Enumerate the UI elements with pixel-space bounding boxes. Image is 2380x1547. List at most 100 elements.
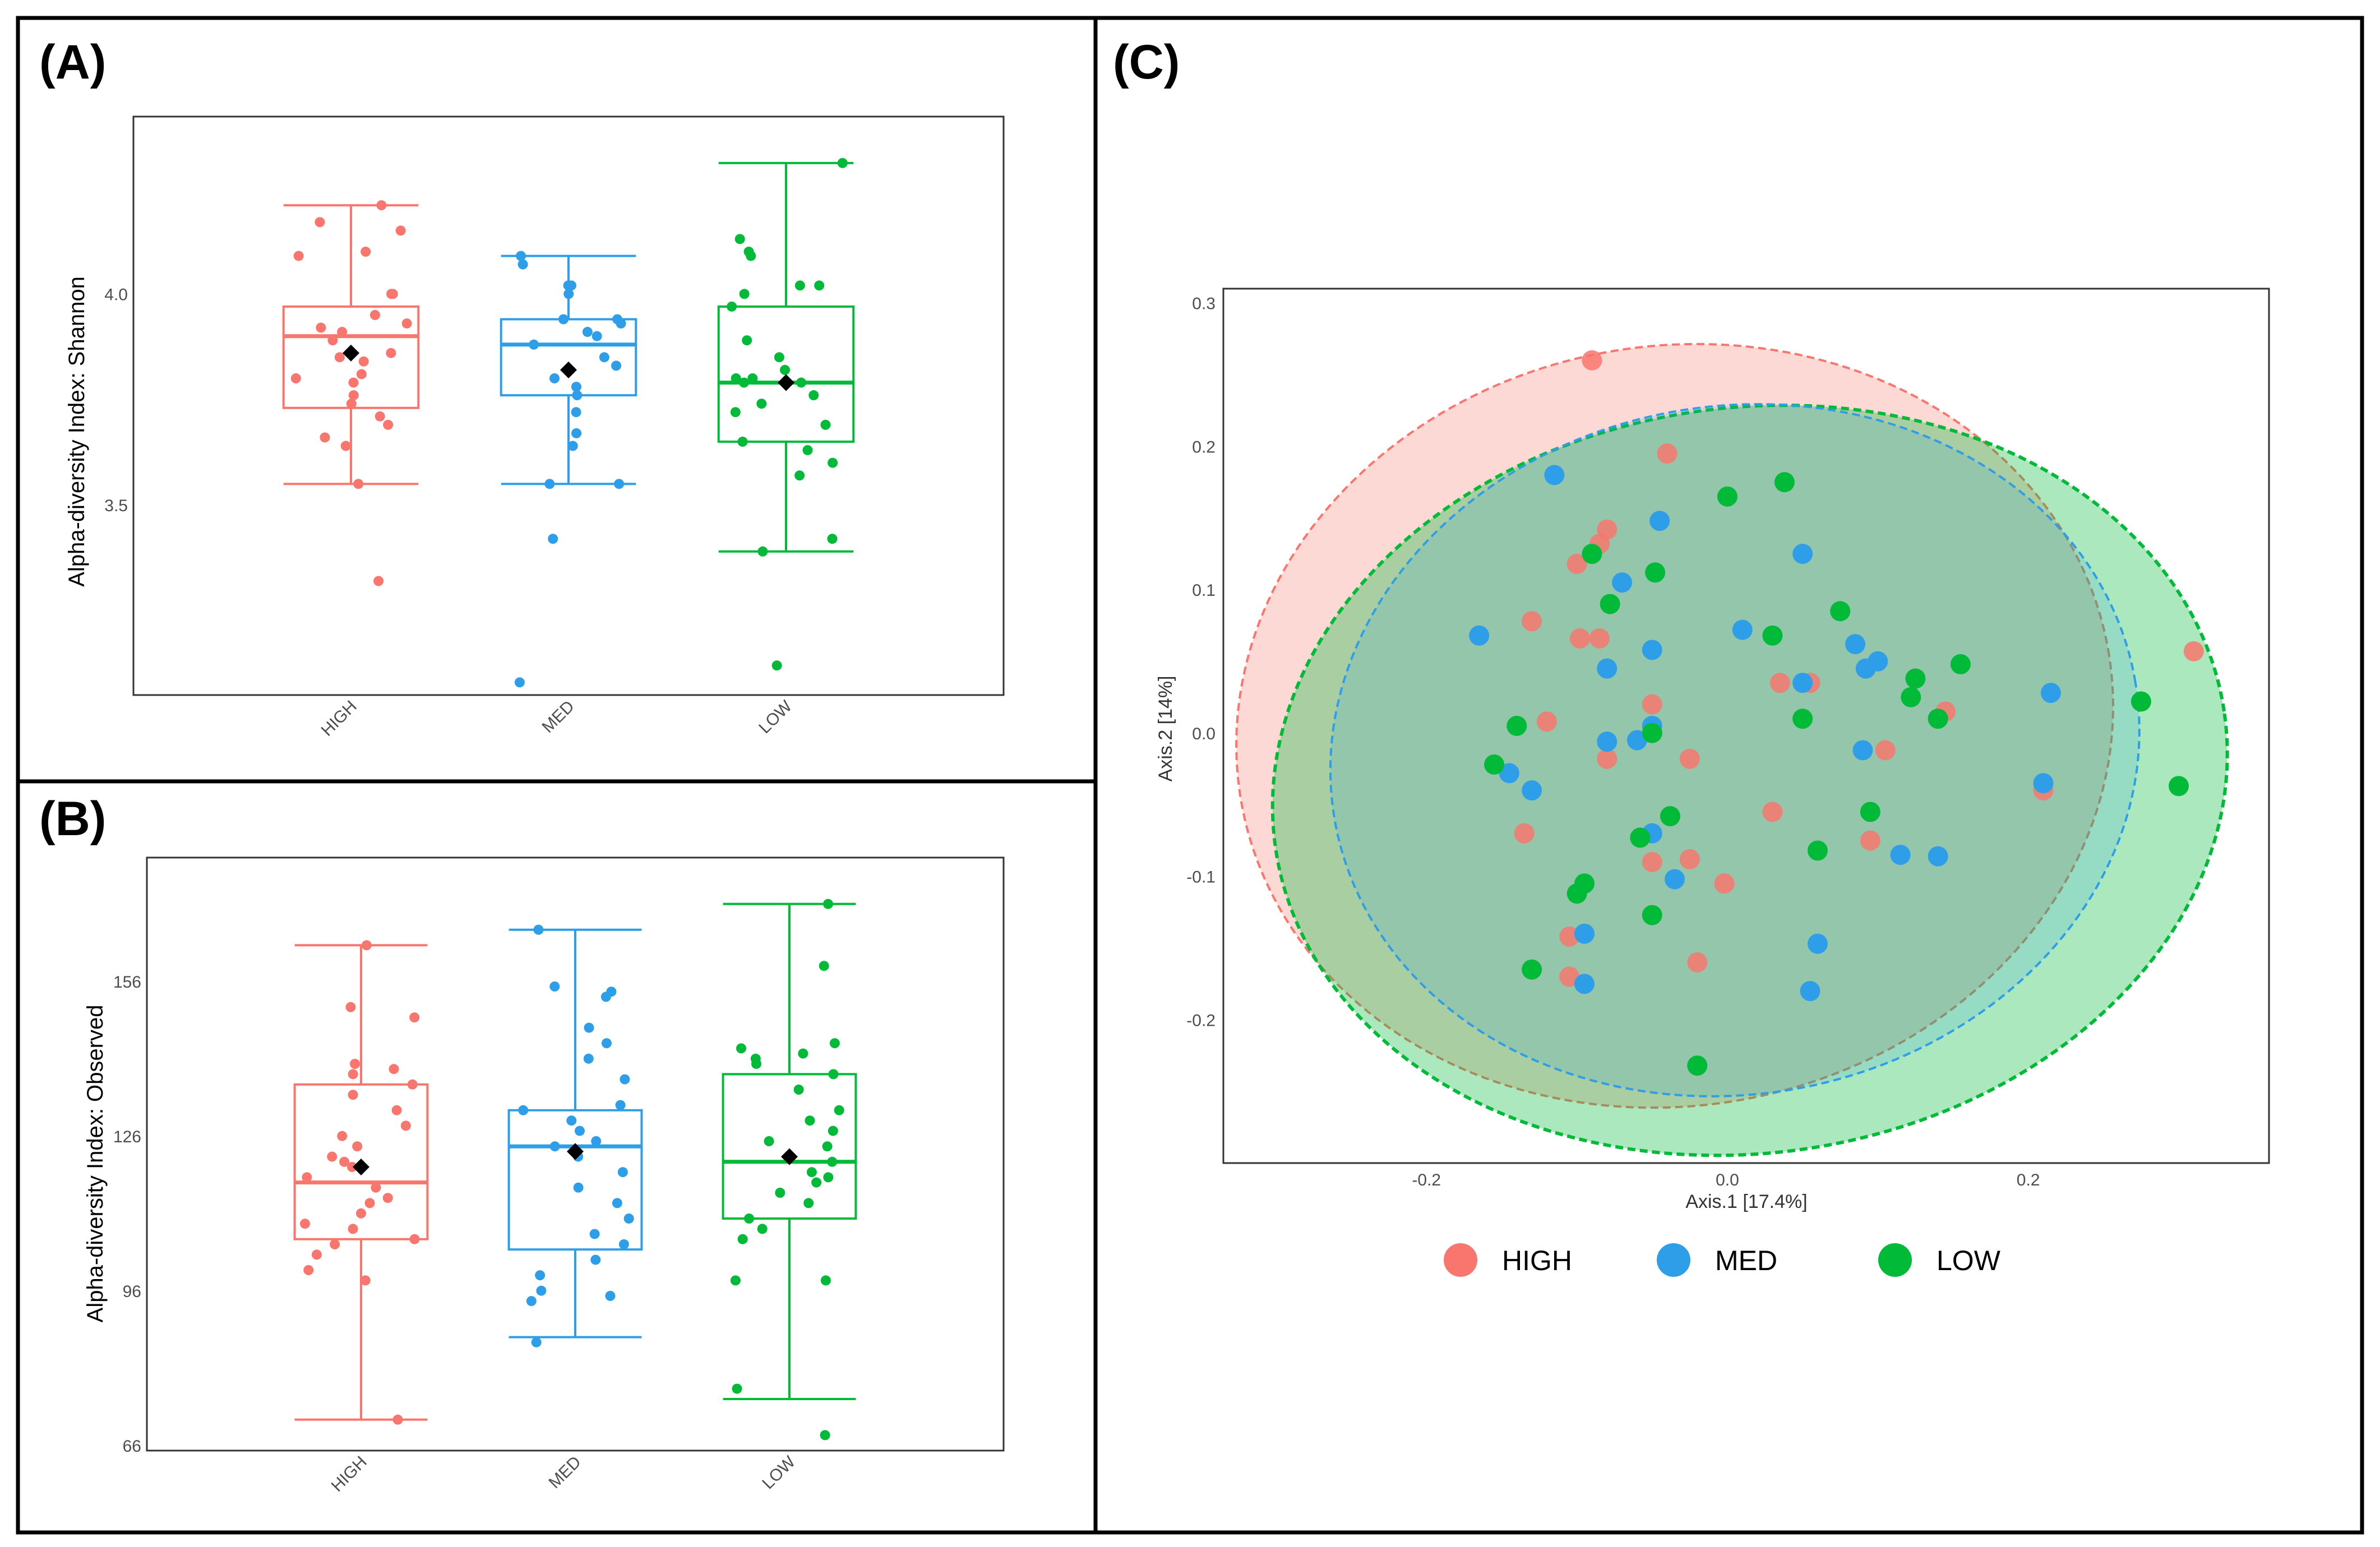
point-low bbox=[1860, 802, 1880, 822]
point-low bbox=[2131, 691, 2151, 712]
point-high bbox=[395, 225, 406, 236]
point-low bbox=[2168, 776, 2189, 796]
point-high bbox=[337, 1131, 348, 1141]
point-med bbox=[1612, 572, 1633, 593]
point-low bbox=[737, 1234, 748, 1244]
pcoa-legend: HIGH MED LOW bbox=[1444, 1243, 2001, 1277]
legend-label-med: MED bbox=[1715, 1245, 1777, 1276]
x-tick-label-med: MED bbox=[545, 1453, 584, 1492]
shannon-boxplot: 3.5 4.0 HIGH MED LOW Alpha-diversity Index: … bbox=[64, 115, 1005, 740]
point-high bbox=[347, 1162, 358, 1172]
x-tick-label-med: MED bbox=[538, 697, 577, 737]
point-high bbox=[371, 1182, 381, 1193]
point-low bbox=[739, 289, 750, 299]
point-med bbox=[574, 1125, 585, 1136]
point-low bbox=[808, 390, 819, 401]
x-tick-label: 0.2 bbox=[2017, 1171, 2040, 1189]
point-high bbox=[299, 1219, 310, 1229]
point-high bbox=[1566, 554, 1587, 575]
point-low bbox=[828, 457, 838, 468]
point-med bbox=[618, 1239, 629, 1249]
point-high bbox=[1657, 443, 1677, 464]
point-high bbox=[2183, 641, 2204, 662]
panel-b-label: (B) bbox=[39, 792, 106, 846]
point-med bbox=[1792, 544, 1813, 564]
point-high bbox=[392, 1414, 403, 1425]
point-low bbox=[727, 301, 737, 312]
mean-marker-low bbox=[781, 1148, 798, 1165]
point-low bbox=[736, 1043, 746, 1054]
legend-key-high bbox=[1444, 1243, 1477, 1277]
point-high bbox=[350, 1059, 361, 1069]
point-high bbox=[339, 1156, 350, 1167]
point-high bbox=[327, 335, 338, 346]
x-tick-label: -0.2 bbox=[1412, 1171, 1441, 1189]
point-med bbox=[571, 428, 582, 438]
point-med bbox=[1522, 780, 1542, 801]
point-med bbox=[2040, 683, 2061, 703]
point-high bbox=[1522, 611, 1542, 632]
point-high bbox=[345, 1002, 356, 1012]
point-high bbox=[1582, 350, 1602, 370]
ellipse-high bbox=[1235, 342, 2114, 1109]
observed-means bbox=[353, 1143, 798, 1175]
point-high bbox=[320, 432, 330, 443]
point-med bbox=[582, 327, 593, 337]
point-low bbox=[1905, 668, 1926, 689]
pcoa-scatter: -0.2 0.0 0.2 -0.2 -0.1 0.0 0.1 0.2 0.3 Axis.1 [1… bbox=[1155, 288, 2270, 1277]
point-high bbox=[1597, 748, 1618, 769]
point-low bbox=[820, 1430, 830, 1441]
point-low bbox=[829, 1038, 840, 1049]
point-med bbox=[566, 1115, 577, 1126]
point-med bbox=[601, 1038, 612, 1049]
point-high bbox=[400, 1120, 411, 1131]
point-med bbox=[548, 534, 558, 544]
point-high bbox=[1536, 711, 1557, 732]
observed-boxplot: 66 96 126 156 HIGH MED LOW Alpha-diversity Ind… bbox=[83, 856, 1005, 1495]
point-med bbox=[567, 441, 578, 451]
point-high bbox=[302, 1172, 312, 1183]
point-high bbox=[1569, 628, 1590, 649]
point-med bbox=[1574, 923, 1595, 944]
point-med bbox=[605, 1291, 616, 1301]
y-tick-label: 0.0 bbox=[1192, 725, 1216, 743]
point-low bbox=[796, 377, 807, 388]
y-tick-label: 66 bbox=[123, 1437, 141, 1456]
y-tick-label: 3.5 bbox=[104, 497, 128, 515]
point-high bbox=[348, 1090, 358, 1100]
point-low bbox=[1901, 687, 1921, 707]
point-med bbox=[1665, 869, 1685, 890]
point-med bbox=[612, 1198, 622, 1208]
point-med bbox=[544, 479, 555, 489]
point-med bbox=[1845, 634, 1866, 655]
point-med bbox=[549, 1141, 560, 1152]
point-high bbox=[352, 1141, 363, 1152]
point-med bbox=[590, 1254, 601, 1265]
point-high bbox=[383, 419, 394, 430]
point-low bbox=[732, 1383, 742, 1394]
point-high bbox=[1762, 802, 1783, 822]
point-high bbox=[340, 441, 351, 451]
pcoa-y-axis-title: Axis.2 [14%] bbox=[1155, 676, 1176, 782]
y-tick-label: -0.1 bbox=[1186, 868, 1216, 887]
point-low bbox=[803, 1198, 814, 1208]
point-med bbox=[1732, 619, 1753, 640]
point-med bbox=[583, 1053, 594, 1064]
point-med bbox=[623, 1213, 634, 1224]
point-low bbox=[757, 1224, 768, 1234]
point-med bbox=[615, 1100, 626, 1110]
point-low bbox=[811, 1177, 822, 1188]
point-low bbox=[822, 1141, 833, 1152]
point-low bbox=[794, 470, 805, 481]
point-high bbox=[348, 390, 359, 401]
point-high bbox=[386, 348, 396, 358]
point-low bbox=[1950, 654, 1971, 675]
point-low bbox=[1807, 840, 1828, 861]
point-high bbox=[315, 217, 325, 228]
point-low bbox=[1566, 883, 1587, 904]
point-high bbox=[1769, 673, 1790, 693]
y-tick-label: 0.1 bbox=[1192, 581, 1216, 600]
x-tick-label-low: LOW bbox=[755, 697, 796, 737]
point-low bbox=[750, 1053, 761, 1064]
point-low bbox=[1928, 708, 1948, 729]
